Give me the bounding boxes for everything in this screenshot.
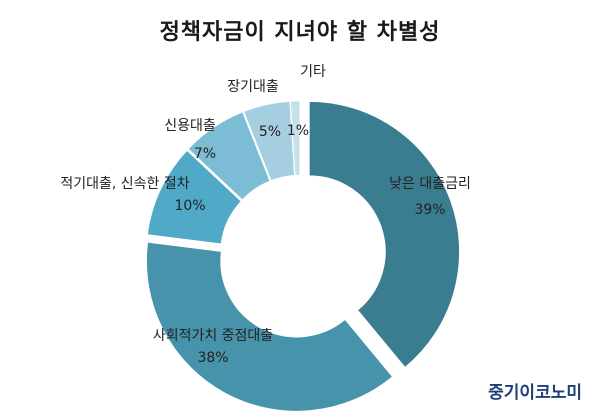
donut-slice	[290, 100, 301, 176]
slice-label: 낮은 대출금리	[389, 176, 471, 192]
slice-value-label: 38%	[197, 350, 228, 366]
slice-label: 사회적가치 중점대출	[153, 328, 273, 344]
slice-label: 장기대출	[227, 79, 279, 95]
donut-slice	[146, 241, 393, 412]
slice-value-label: 1%	[287, 123, 309, 139]
donut-slice	[187, 111, 271, 201]
brand-watermark: 중기이코노미	[488, 383, 582, 403]
slice-label: 신용대출	[164, 118, 216, 134]
chart-title: 정책자금이 지녀야 할 차별성	[159, 20, 441, 45]
slice-value-label: 10%	[174, 198, 205, 214]
donut-slice	[309, 101, 460, 368]
slice-label: 기타	[300, 64, 326, 80]
slice-value-label: 5%	[259, 124, 281, 140]
slice-value-label: 39%	[414, 202, 445, 218]
donut-slice	[147, 150, 242, 245]
slice-label: 적기대출, 신속한 절차	[60, 176, 189, 192]
donut-slice	[243, 101, 295, 181]
slice-value-label: 7%	[194, 146, 216, 162]
